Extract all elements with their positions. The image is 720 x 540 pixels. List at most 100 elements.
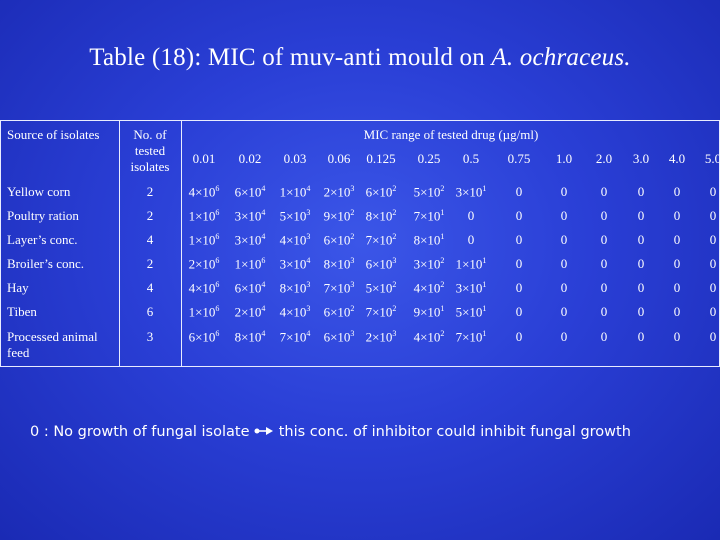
mic-value-cell: 3×104 [272, 256, 318, 272]
mic-value-exponent: 6 [215, 304, 220, 313]
mic-value-cell: 2×104 [227, 304, 273, 320]
isolates-count-cell: 4 [146, 232, 154, 247]
mic-value-base: 4×10 [279, 232, 307, 248]
mic-value-cell: 0 [515, 329, 523, 344]
mic-value-exponent: 2 [392, 184, 397, 193]
mic-value-base: 1×10 [234, 256, 262, 272]
mic-value-exponent: 4 [261, 232, 266, 241]
mic-value-exponent: 3 [350, 184, 355, 193]
title-species: A. ochraceus. [491, 44, 631, 71]
mic-value-cell: 5×101 [448, 304, 494, 320]
mic-value-cell: 0 [600, 329, 608, 344]
mic-value-base: 7×10 [455, 329, 483, 345]
mic-value-cell: 3×104 [227, 232, 273, 248]
mic-value-base: 6×10 [323, 232, 351, 248]
mic-value-exponent: 3 [306, 280, 311, 289]
mic-value-cell: 8×101 [406, 232, 452, 248]
mic-value-base: 2×10 [188, 256, 216, 272]
mic-value-cell: 0 [560, 329, 568, 344]
mic-value-exponent: 1 [440, 208, 445, 217]
mic-value-base: 3×10 [413, 256, 441, 272]
mic-value-base: 7×10 [323, 280, 351, 296]
mic-value-base: 5×10 [455, 304, 483, 320]
header-concentration: 0.02 [238, 151, 262, 166]
mic-value-cell: 4×106 [181, 280, 227, 296]
mic-value-exponent: 6 [215, 280, 220, 289]
mic-value-exponent: 4 [261, 329, 266, 338]
mic-value-exponent: 2 [350, 208, 355, 217]
mic-value-cell: 0 [600, 232, 608, 247]
mic-value-cell: 7×104 [272, 329, 318, 345]
header-concentration: 0.03 [283, 151, 307, 166]
mic-value-base: 2×10 [234, 304, 262, 320]
source-cell: Yellow corn [7, 184, 71, 199]
mic-value-cell: 0 [515, 184, 523, 199]
mic-value-cell: 3×102 [406, 256, 452, 272]
mic-value-cell: 0 [560, 232, 568, 247]
header-concentration: 4.0 [668, 151, 686, 166]
title-prefix: Table (18): MIC of muv-anti mould on [89, 44, 492, 71]
mic-value-cell: 0 [709, 256, 717, 271]
mic-value-cell: 0 [637, 208, 645, 223]
mic-value-cell: 0 [709, 280, 717, 295]
mic-value-exponent: 3 [392, 256, 397, 265]
isolates-count-cell: 2 [146, 256, 154, 271]
source-column [1, 121, 120, 366]
mic-value-exponent: 6 [215, 184, 220, 193]
mic-value-exponent: 1 [482, 329, 487, 338]
mic-value-cell: 8×103 [272, 280, 318, 296]
mic-value-base: 8×10 [323, 256, 351, 272]
header-no-line-2: tested [134, 143, 166, 158]
header-concentration: 0.06 [327, 151, 351, 166]
mic-value-base: 4×10 [413, 280, 441, 296]
mic-value-cell: 6×104 [227, 280, 273, 296]
source-cell: Hay [7, 280, 29, 295]
mic-value-base: 2×10 [365, 329, 393, 345]
mic-value-cell: 0 [600, 304, 608, 319]
mic-value-cell: 0 [515, 232, 523, 247]
mic-value-cell: 0 [637, 304, 645, 319]
mic-value-cell: 4×103 [272, 304, 318, 320]
mic-value-exponent: 3 [306, 304, 311, 313]
mic-value-cell: 6×103 [316, 329, 362, 345]
source-cell: Layer’s conc. [7, 232, 78, 247]
isolates-count-cell: 2 [146, 184, 154, 199]
mic-value-cell: 1×106 [181, 304, 227, 320]
mic-value-cell: 0 [637, 329, 645, 344]
mic-value-cell: 6×102 [316, 304, 362, 320]
mic-value-cell: 5×102 [358, 280, 404, 296]
mic-value-exponent: 3 [350, 329, 355, 338]
mic-value-base: 6×10 [323, 304, 351, 320]
source-cell: Tiben [7, 304, 37, 319]
mic-value-cell: 4×102 [406, 280, 452, 296]
mic-value-exponent: 4 [261, 280, 266, 289]
mic-value-cell: 6×102 [316, 232, 362, 248]
mic-value-cell: 0 [467, 232, 475, 247]
mic-value-base: 6×10 [188, 329, 216, 345]
mic-value-cell: 3×101 [448, 280, 494, 296]
mic-value-exponent: 6 [215, 232, 220, 241]
mic-value-exponent: 2 [392, 208, 397, 217]
header-concentration: 0.01 [192, 151, 216, 166]
mic-value-cell: 8×103 [316, 256, 362, 272]
mic-value-cell: 0 [637, 184, 645, 199]
mic-value-base: 4×10 [279, 304, 307, 320]
mic-value-base: 3×10 [234, 208, 262, 224]
mic-value-base: 8×10 [413, 232, 441, 248]
header-concentration: 0.5 [462, 151, 480, 166]
mic-value-cell: 4×103 [272, 232, 318, 248]
isolates-count-cell: 6 [146, 304, 154, 319]
mic-value-base: 4×10 [188, 280, 216, 296]
mic-value-exponent: 2 [440, 280, 445, 289]
mic-value-exponent: 1 [482, 184, 487, 193]
mic-value-cell: 0 [709, 304, 717, 319]
mic-value-exponent: 1 [482, 280, 487, 289]
mic-value-base: 4×10 [413, 329, 441, 345]
mic-value-cell: 0 [515, 208, 523, 223]
mic-value-exponent: 3 [306, 208, 311, 217]
mic-value-base: 3×10 [279, 256, 307, 272]
mic-value-exponent: 6 [215, 208, 220, 217]
mic-value-base: 3×10 [455, 184, 483, 200]
mic-value-cell: 7×102 [358, 232, 404, 248]
mic-value-cell: 6×102 [358, 184, 404, 200]
